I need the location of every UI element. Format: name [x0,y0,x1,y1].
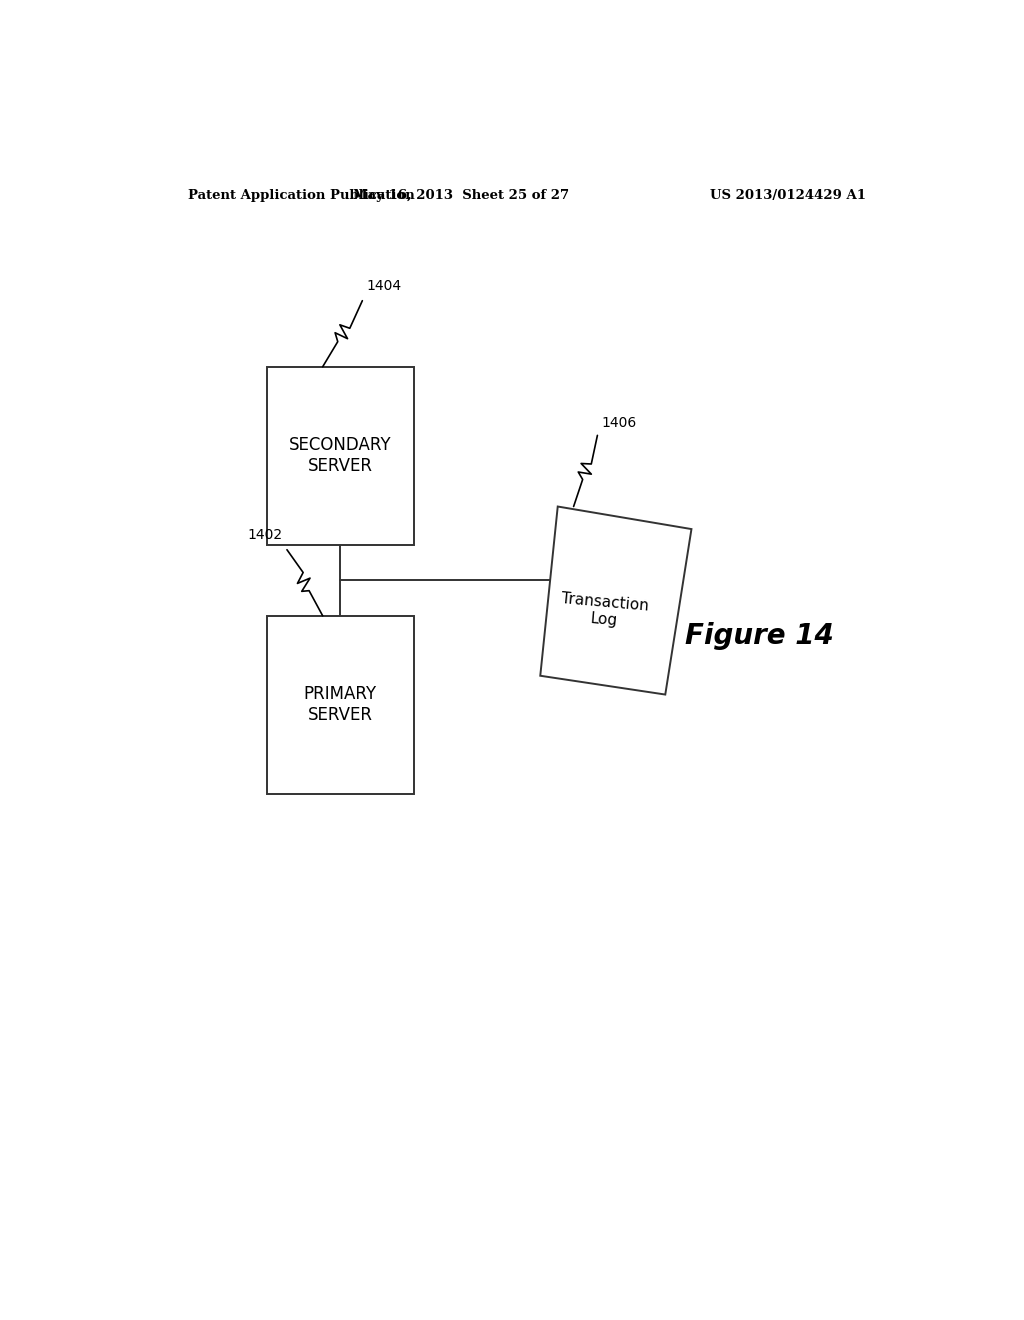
Text: 1406: 1406 [601,416,637,430]
Text: 1404: 1404 [367,279,401,293]
Text: Patent Application Publication: Patent Application Publication [187,189,415,202]
Text: Transaction
Log: Transaction Log [559,591,649,631]
Text: PRIMARY
SERVER: PRIMARY SERVER [304,685,377,725]
Polygon shape [541,507,691,694]
Text: May 16, 2013  Sheet 25 of 27: May 16, 2013 Sheet 25 of 27 [353,189,569,202]
Bar [267,615,414,793]
Bar [267,367,414,545]
Text: US 2013/0124429 A1: US 2013/0124429 A1 [710,189,866,202]
Text: SECONDARY
SERVER: SECONDARY SERVER [289,437,391,475]
Text: Figure 14: Figure 14 [684,622,834,651]
Text: 1402: 1402 [248,528,283,541]
